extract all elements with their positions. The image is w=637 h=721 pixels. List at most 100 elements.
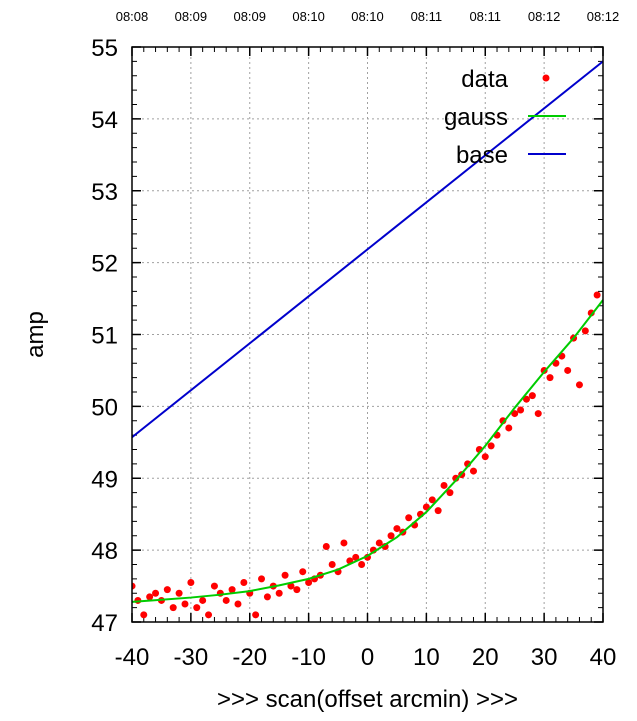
legend-label-base: base	[456, 142, 508, 169]
data-point	[228, 586, 236, 594]
data-point	[452, 474, 460, 482]
data-point	[234, 600, 242, 608]
data-point	[522, 395, 530, 403]
y-tick-label: 51	[91, 323, 118, 350]
data-point	[205, 611, 213, 619]
data-point	[169, 604, 177, 612]
series-base	[132, 60, 603, 439]
x-tick-label: -40	[115, 644, 150, 671]
data-point	[505, 424, 513, 432]
top-time-tick-label: 08:10	[351, 9, 384, 24]
data-point	[581, 327, 589, 335]
data-point	[575, 381, 583, 389]
x-tick-labels: -40 -30 -20 -10 0 10 20 30 40	[115, 644, 617, 671]
data-point	[428, 496, 436, 504]
legend: data gauss base	[444, 66, 566, 169]
data-point	[517, 406, 525, 414]
y-tick-label: 52	[91, 251, 118, 278]
data-point	[293, 586, 301, 594]
data-point	[405, 514, 413, 522]
legend-marker-data	[542, 74, 550, 82]
series-layer	[132, 60, 603, 619]
x-tick-label: 20	[472, 644, 499, 671]
data-point	[469, 467, 477, 475]
data-point	[163, 586, 171, 594]
y-tick-label: 47	[91, 610, 118, 637]
y-axis-label: amp	[22, 311, 49, 358]
data-point	[263, 593, 271, 601]
data-point	[375, 539, 383, 547]
x-tick-label: 40	[590, 644, 617, 671]
data-point	[387, 532, 395, 540]
top-time-tick-label: 08:12	[587, 9, 620, 24]
top-time-tick-label: 08:08	[116, 9, 149, 24]
grid-lines	[132, 47, 603, 622]
data-point	[299, 568, 307, 576]
y-tick-label: 55	[91, 35, 118, 62]
data-point	[546, 374, 554, 382]
data-point	[587, 309, 595, 317]
data-point	[132, 582, 136, 590]
data-point	[281, 571, 289, 579]
legend-label-gauss: gauss	[444, 104, 508, 131]
data-point	[328, 561, 336, 568]
data-point	[199, 596, 207, 604]
data-point	[528, 392, 536, 400]
data-point	[487, 442, 495, 450]
data-point	[193, 604, 201, 612]
top-time-tick-label: 08:11	[411, 9, 443, 24]
x-tick-label: -10	[291, 644, 326, 671]
data-point	[152, 589, 160, 597]
plot-frame	[131, 46, 604, 623]
data-point	[534, 410, 542, 418]
data-point	[322, 543, 330, 551]
x-tick-label: 10	[413, 644, 440, 671]
series-data	[132, 291, 601, 619]
legend-label-data: data	[461, 66, 508, 93]
series-line-gauss	[132, 299, 603, 603]
data-point	[140, 611, 148, 619]
data-point	[352, 553, 360, 561]
data-point	[181, 600, 189, 608]
data-point	[222, 596, 230, 604]
y-tick-label: 49	[91, 466, 118, 493]
series-line-base	[132, 60, 603, 439]
x-tick-label: 30	[531, 644, 558, 671]
data-point	[210, 582, 218, 590]
y-tick-label: 50	[91, 394, 118, 421]
data-point	[358, 561, 366, 568]
series-gauss	[132, 299, 603, 603]
y-tick-label: 48	[91, 538, 118, 565]
top-time-tick-labels: 08:08 08:09 08:09 08:10 08:10 08:11 08:11 08:12…	[116, 9, 620, 24]
data-point	[440, 481, 448, 489]
data-point	[305, 578, 313, 586]
y-tick-label: 54	[91, 107, 118, 134]
x-axis-label: >>> scan(offset arcmin) >>>	[217, 686, 518, 713]
data-point	[240, 578, 248, 586]
data-point	[393, 525, 401, 533]
data-point	[434, 507, 442, 515]
data-point	[175, 589, 183, 597]
top-time-tick-label: 08:12	[528, 9, 561, 24]
data-point	[593, 291, 601, 299]
data-point	[258, 575, 266, 583]
data-point	[446, 489, 454, 497]
x-tick-label: 0	[361, 644, 374, 671]
top-time-tick-label: 08:09	[233, 9, 266, 24]
x-tick-label: -30	[174, 644, 209, 671]
data-point	[146, 593, 154, 601]
x-tick-label: -20	[232, 644, 267, 671]
data-point	[564, 366, 572, 374]
top-time-tick-label: 08:11	[469, 9, 501, 24]
data-point	[481, 453, 489, 461]
y-tick-label: 53	[91, 179, 118, 206]
data-point	[252, 611, 260, 619]
data-point	[187, 578, 195, 586]
data-point	[275, 589, 283, 597]
data-point	[511, 410, 519, 418]
data-point	[340, 539, 348, 547]
data-point	[499, 417, 507, 425]
top-time-tick-label: 08:09	[175, 9, 208, 24]
y-tick-labels: 47 48 49 50 51 52 53 54 55	[91, 35, 118, 637]
